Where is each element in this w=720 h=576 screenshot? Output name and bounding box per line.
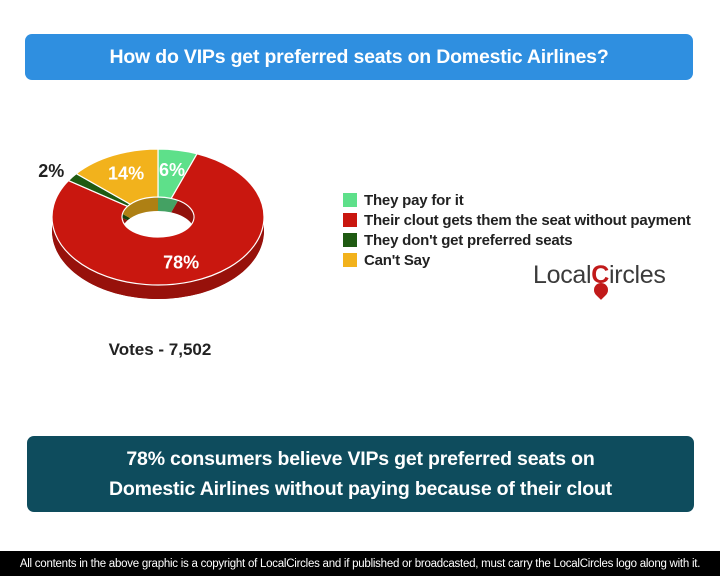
legend-item: They don't get preferred seats [343, 230, 691, 250]
donut-chart: 6% 78% 2% 14% [38, 148, 265, 299]
pie-slice [51, 153, 265, 286]
data-label: 78% [163, 253, 199, 273]
legend-item: Can't Say [343, 250, 691, 270]
copyright-footer: All contents in the above graphic is a c… [0, 551, 720, 576]
chart-area: 6% 78% 2% 14% They pay for it Their clout ge… [0, 95, 720, 425]
page-title: How do VIPs get preferred seats on Domes… [25, 34, 693, 80]
legend-item: They pay for it [343, 190, 691, 210]
summary-line-2: Domestic Airlines without paying because… [109, 478, 612, 500]
logo-text-pre: Local [533, 260, 592, 289]
legend-label: Can't Say [364, 251, 430, 269]
logo-text-post: ircles [609, 260, 666, 289]
legend-label: They don't get preferred seats [364, 231, 573, 249]
legend-swatch [343, 253, 357, 267]
pie-slice [75, 148, 159, 205]
legend-swatch [343, 193, 357, 207]
legend-swatch [343, 233, 357, 247]
chart-legend: They pay for it Their clout gets them the… [343, 190, 691, 270]
logo-letter-c: C [591, 261, 612, 300]
summary-banner: 78% consumers believe VIPs get preferred… [27, 436, 694, 512]
votes-count: Votes - 7,502 [108, 340, 212, 359]
legend-swatch [343, 213, 357, 227]
data-label: 14% [108, 164, 144, 184]
localcircles-logo: Local C ircles [533, 258, 666, 300]
data-label: 6% [159, 160, 185, 180]
legend-label: Their clout gets them the seat without p… [364, 211, 691, 229]
legend-item: Their clout gets them the seat without p… [343, 210, 691, 230]
summary-line-1: 78% consumers believe VIPs get preferred… [126, 448, 595, 470]
legend-label: They pay for it [364, 191, 464, 209]
data-label: 2% [38, 161, 64, 181]
pie-slice-side [52, 219, 264, 299]
